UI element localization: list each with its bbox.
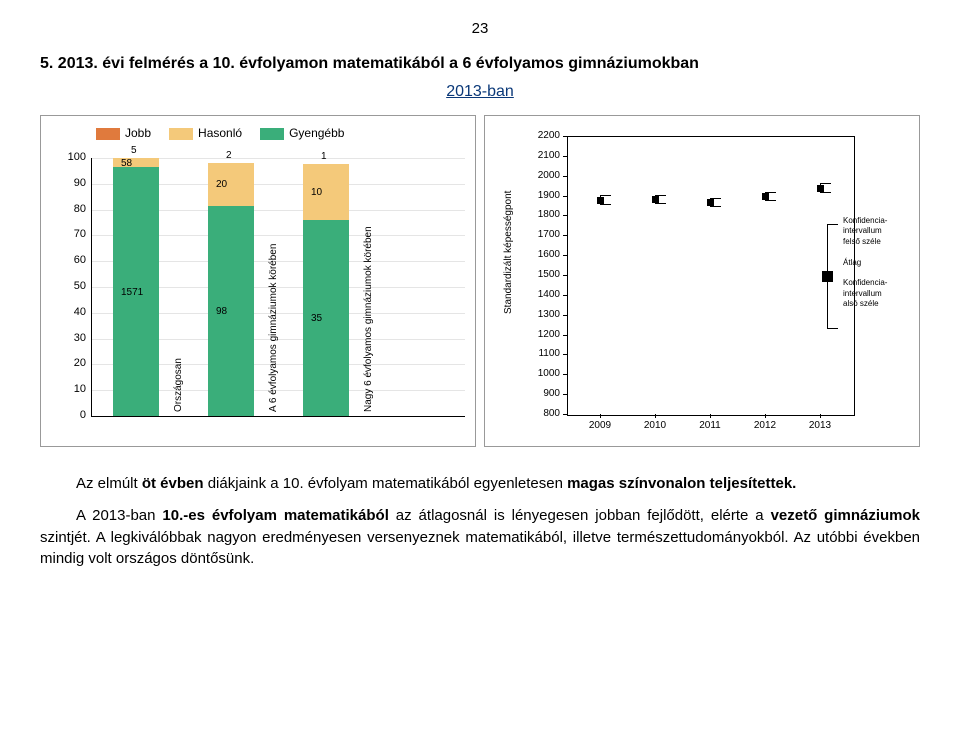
bar-segment [303, 220, 349, 416]
legend-item: Hasonló [169, 126, 242, 140]
data-marker [652, 196, 659, 203]
bar-top-label: 5 [131, 145, 137, 156]
text: Az elmúlt [76, 475, 142, 492]
text-bold: 10.-es évfolyam matematikából [162, 507, 388, 524]
y-tick-label: 900 [530, 388, 560, 399]
body-text: Az elmúlt öt évben diákjaink a 10. évfol… [40, 473, 920, 570]
segment-label: 20 [216, 179, 227, 190]
page-number: 23 [40, 20, 920, 37]
legend-item: Jobb [96, 126, 151, 140]
y-axis-label: Standardizált képességpont [503, 191, 514, 314]
error-cap [765, 200, 776, 201]
data-marker [817, 185, 824, 192]
y-tick-label: 2200 [530, 130, 560, 141]
section-heading: 5. 2013. évi felmérés a 10. évfolyamon m… [40, 55, 920, 73]
chart-legend: Konfidencia-intervallumfelső széle Átlag… [817, 216, 913, 336]
y-tick-label: 30 [61, 332, 86, 344]
error-cap [710, 206, 721, 207]
category-label: Nagy 6 évfolyamos gimnáziumok körében [363, 226, 374, 412]
sub-heading: 2013-ban [40, 83, 920, 101]
x-tick-label: 2011 [690, 420, 730, 431]
segment-label: 98 [216, 306, 227, 317]
text: az átlagosnál is lényegesen jobban fejlő… [389, 507, 771, 524]
charts-container: Jobb Hasonló Gyengébb 0 10 20 30 40 50 60 70 80 90 10… [40, 115, 920, 447]
y-tick-label: 50 [61, 280, 86, 292]
y-tick-label: 1000 [530, 368, 560, 379]
text: A 2013-ban [76, 507, 162, 524]
y-tick-label: 40 [61, 306, 86, 318]
y-tick-label: 90 [61, 177, 86, 189]
y-tick-label: 2100 [530, 150, 560, 161]
data-marker [597, 197, 604, 204]
category-label: A 6 évfolyamos gimnáziumok körében [268, 244, 279, 412]
y-tick-label: 800 [530, 408, 560, 419]
y-tick-label: 1800 [530, 209, 560, 220]
legend-swatch [260, 128, 284, 140]
plot-frame [567, 136, 855, 416]
y-tick-label: 60 [61, 254, 86, 266]
text-bold: öt évben [142, 475, 204, 492]
bar-segment [208, 163, 254, 206]
error-cap [655, 203, 666, 204]
y-tick-label: 20 [61, 357, 86, 369]
error-bar-chart: 800 900 1000 1100 1200 1300 1400 1500 1600 1700 18… [484, 115, 920, 447]
bar-top-label: 1 [321, 151, 327, 162]
x-tick-label: 2013 [800, 420, 840, 431]
paragraph-1: Az elmúlt öt évben diákjaink a 10. évfol… [40, 473, 920, 495]
data-marker [762, 193, 769, 200]
bar-top-label: 2 [226, 150, 232, 161]
error-cap [820, 183, 831, 184]
y-tick-label: 1500 [530, 269, 560, 280]
y-tick-label: 80 [61, 203, 86, 215]
legend-swatch [96, 128, 120, 140]
category-label: Országosan [173, 358, 184, 412]
y-tick-label: 1700 [530, 229, 560, 240]
error-cap [820, 192, 831, 193]
segment-label: 10 [311, 187, 322, 198]
y-tick-label: 1900 [530, 190, 560, 201]
x-tick-label: 2012 [745, 420, 785, 431]
y-tick-label: 1600 [530, 249, 560, 260]
error-cap [600, 195, 611, 196]
y-tick-label: 1100 [530, 348, 560, 359]
legend-text: Konfidencia-intervallumfelső széle Átlag… [843, 216, 913, 310]
x-tick-label: 2010 [635, 420, 675, 431]
x-tick-label: 2009 [580, 420, 620, 431]
y-tick-label: 10 [61, 383, 86, 395]
legend-item: Gyengébb [260, 126, 344, 140]
stacked-bar-chart: Jobb Hasonló Gyengébb 0 10 20 30 40 50 60 70 80 90 10… [40, 115, 476, 447]
segment-label: 58 [121, 158, 132, 169]
bar-segment [208, 206, 254, 416]
data-marker [707, 199, 714, 206]
text: szintjét. A legkiválóbbak nagyon eredmén… [40, 529, 920, 568]
segment-label: 1571 [121, 287, 143, 298]
y-tick-label: 2000 [530, 170, 560, 181]
y-tick-label: 1200 [530, 329, 560, 340]
bar-segment [303, 164, 349, 220]
text: diákjaink a 10. évfolyam matematikából e… [204, 475, 568, 492]
text-bold: magas színvonalon teljesítettek. [567, 475, 796, 492]
segment-label: 35 [311, 313, 322, 324]
y-tick-label: 70 [61, 228, 86, 240]
y-tick-label: 1300 [530, 309, 560, 320]
legend-swatch [169, 128, 193, 140]
bar-segment [113, 158, 159, 167]
error-cap [600, 204, 611, 205]
text-bold: vezető gimnáziumok [771, 507, 920, 524]
y-tick-label: 0 [61, 409, 86, 421]
y-tick-label: 100 [61, 151, 86, 163]
paragraph-2: A 2013-ban 10.-es évfolyam matematikából… [40, 505, 920, 570]
y-tick-label: 1400 [530, 289, 560, 300]
